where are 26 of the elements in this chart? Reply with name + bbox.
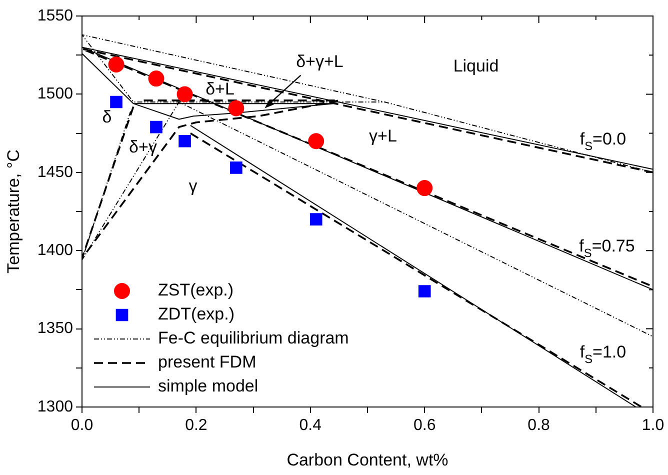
legend-label: simple model [158,376,258,396]
annotation: γ+L [369,126,397,146]
y-tick-label: 1350 [37,320,74,338]
x-tick-label: 0.2 [185,417,208,434]
y-tick-label: 1450 [37,164,74,181]
annotation: Liquid [453,56,499,76]
legend-label: present FDM [158,352,256,372]
annotation: δ+L [206,80,234,99]
annotation: δ+γ [129,138,158,157]
legend-label: ZDT(exp.) [158,304,234,324]
x-tick-label: 0.0 [70,417,94,434]
x-tick-label: 0.8 [528,417,550,434]
y-tick-label: 1550 [37,7,74,24]
y-tick-label: 1400 [37,242,74,260]
y-tick-label: 1300 [37,398,74,416]
legend-label: ZST(exp.) [158,280,234,300]
x-tick-label: 0.6 [413,417,436,434]
x-tick-label: 0.4 [299,417,322,434]
y-axis-title: Temperature, °C [4,150,23,274]
legend-label: Fe-C equilibrium diagram [158,328,349,348]
annotation: δ+γ+L [296,52,344,71]
x-axis-title: Carbon Content, wt% [286,450,448,470]
y-tick-label: 1500 [37,86,74,103]
annotation: δ [102,108,112,127]
annotation: γ [188,176,198,196]
x-tick-label: 1.0 [642,417,664,434]
